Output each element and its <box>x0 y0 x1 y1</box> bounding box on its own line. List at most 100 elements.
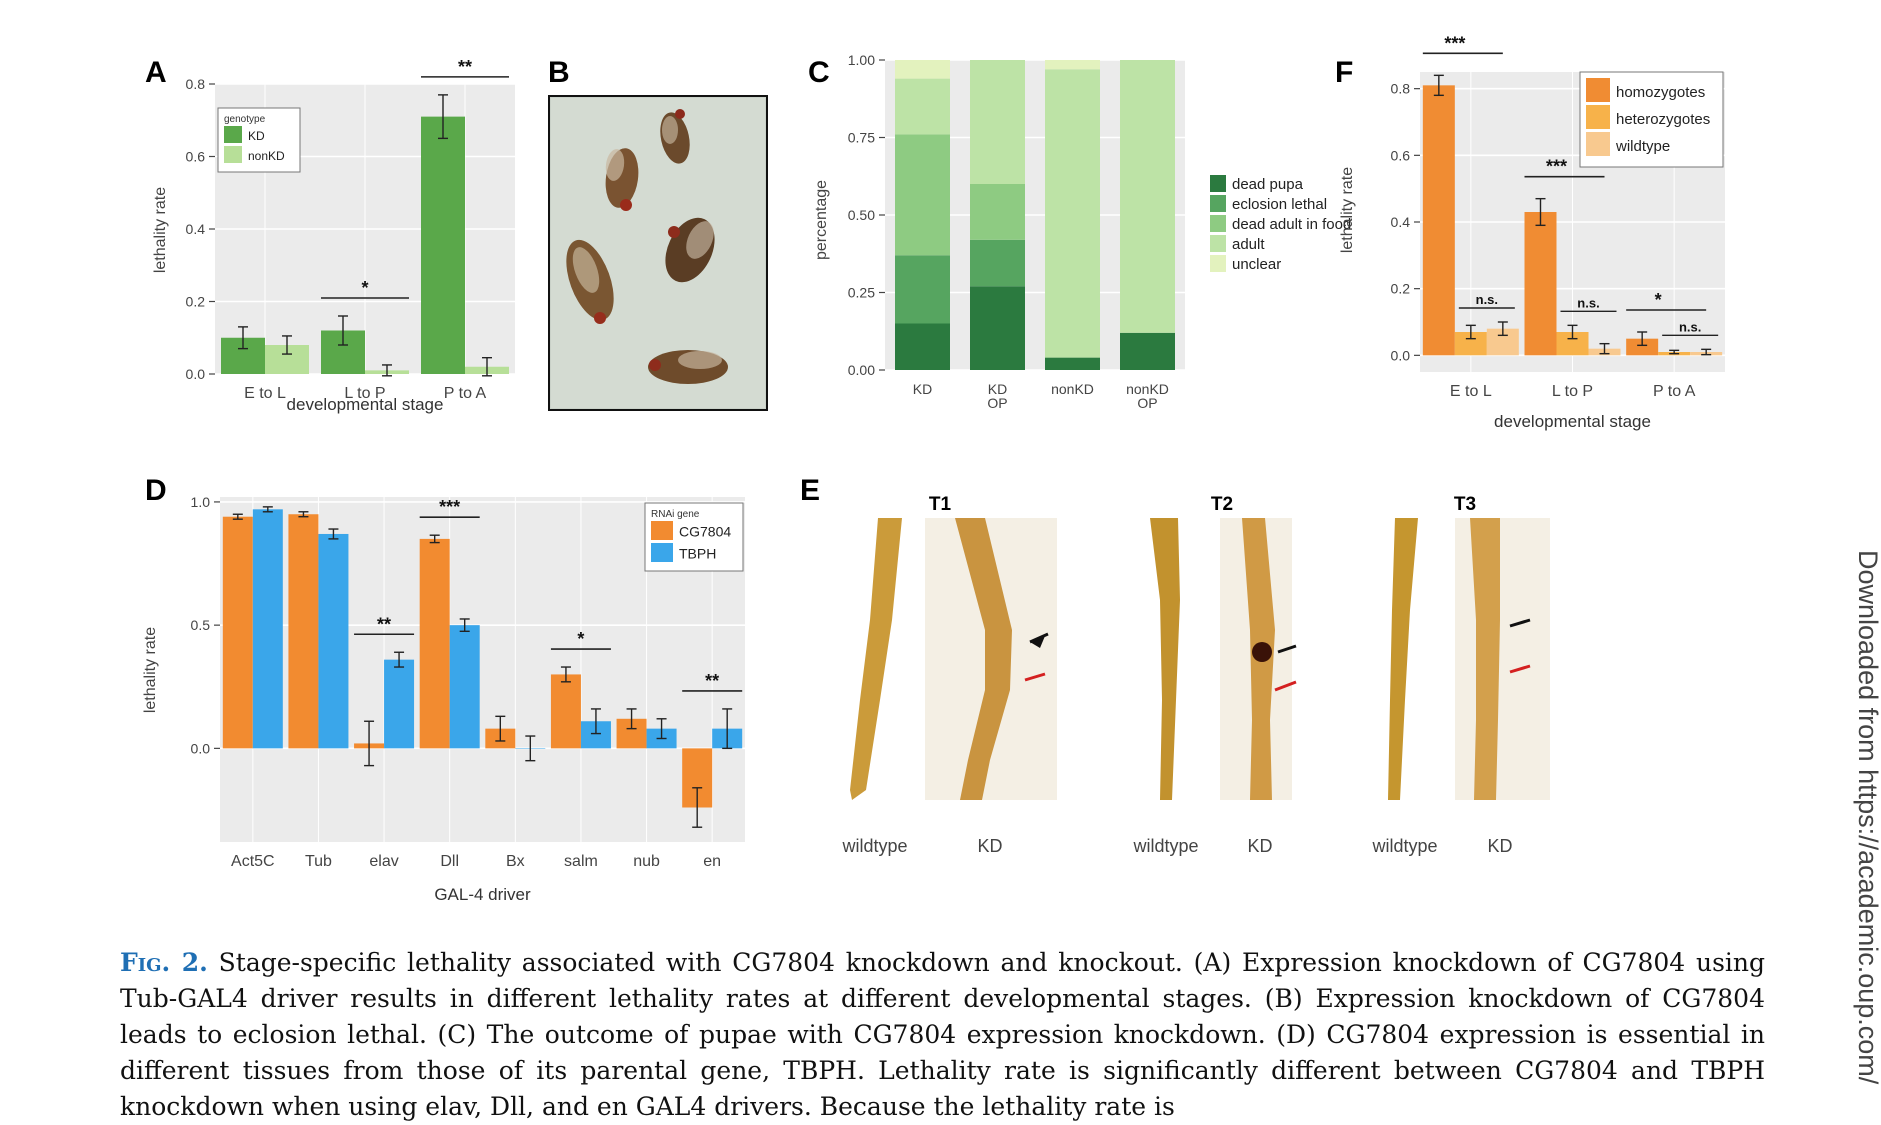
leg-t1-kd <box>955 518 1012 800</box>
bar-homozygotes <box>1524 212 1557 356</box>
significance-label: ** <box>458 57 472 77</box>
leg-t2-wildtype <box>1150 518 1180 800</box>
stacked-segment-unclear <box>1045 60 1100 70</box>
x-tick-label: en <box>703 853 721 870</box>
leg-label-kd-t1: KD <box>977 836 1002 856</box>
x-tick-label: elav <box>369 853 398 870</box>
x-tick-label: nub <box>633 853 660 870</box>
y-tick-label: 1.00 <box>848 52 875 68</box>
legend-label: homozygotes <box>1616 84 1705 101</box>
caption-text: Stage-specific lethality associated with… <box>120 948 1766 1121</box>
significance-label: *** <box>439 497 460 517</box>
x-tick-label: P to A <box>444 385 487 402</box>
legend-swatch <box>224 146 242 163</box>
legend-swatch <box>1210 175 1226 192</box>
stacked-segment-adult <box>1045 69 1100 358</box>
significance-label: *** <box>1546 157 1567 177</box>
x-tick-label-line: KD <box>988 381 1007 397</box>
leg-label-wildtype-t1: wildtype <box>841 836 907 856</box>
leg-t1-wildtype <box>850 518 902 800</box>
stacked-segment-unclear <box>895 60 950 79</box>
legend-label: dead pupa <box>1232 176 1304 193</box>
leg-t2-lesion <box>1252 642 1272 662</box>
panel-label-b: B <box>548 56 570 89</box>
bar-tbph <box>449 625 480 749</box>
chart-panel-a: 0.0 0.2 0.4 0.6 0.8 E to L L to P * P to A ** leth… <box>152 57 515 414</box>
bar-cg7804 <box>288 514 319 749</box>
fly-image-5 <box>648 350 728 384</box>
legend-swatch <box>1210 235 1226 252</box>
leg-column-t1: T1 <box>929 494 952 515</box>
legend-label: CG7804 <box>679 523 731 539</box>
x-tick-label-line: nonKD <box>1051 381 1094 397</box>
x-axis-title: developmental stage <box>287 395 444 414</box>
x-tick-label: Act5C <box>231 853 275 870</box>
y-tick-label: 0.5 <box>191 617 211 633</box>
legend-label: heterozygotes <box>1616 111 1710 128</box>
y-tick-label: 0.75 <box>848 130 875 146</box>
panel-label-a: A <box>145 56 167 89</box>
legend-label: dead adult in food <box>1232 216 1351 233</box>
x-axis-title: GAL-4 driver <box>434 885 531 904</box>
y-tick-label: 0.6 <box>186 149 206 165</box>
significance-label: * <box>1655 290 1662 310</box>
bar-tbph <box>384 659 415 749</box>
legend-swatch <box>224 126 242 143</box>
significance-label: ** <box>705 671 719 691</box>
black-arrow-icon <box>1030 636 1045 648</box>
download-side-note: Downloaded from https://academic.oup.com… <box>1853 550 1881 1085</box>
bar-homozygotes <box>1626 338 1659 356</box>
legend-label: wildtype <box>1615 138 1670 155</box>
stacked-segment-eclosion-lethal <box>895 255 950 324</box>
leg-t3-kd <box>1470 518 1500 800</box>
legend-label: eclosion lethal <box>1232 196 1327 213</box>
legend-title: genotype <box>224 114 266 125</box>
chart-panel-f: 0.0 0.2 0.4 0.6 0.8 E to L *** n.s. L to P *** n.s… <box>1339 33 1725 431</box>
red-arrow-icon <box>1274 680 1297 692</box>
bar-homozygotes <box>1422 85 1455 356</box>
y-axis-title: lethality rate <box>152 187 169 273</box>
leg-label-wildtype-t3: wildtype <box>1371 836 1437 856</box>
y-axis-title: lethality rate <box>1339 167 1356 253</box>
black-arrow-icon <box>1509 618 1531 628</box>
y-tick-label: 0.25 <box>848 285 875 301</box>
legend-swatch <box>651 543 673 562</box>
chart-panel-d: 0.0 0.5 1.0 Act5C Tub elav ** Dll *** Bx salm * nub e… <box>142 494 745 904</box>
leg-column-t3: T3 <box>1454 494 1476 515</box>
x-tick-label: Tub <box>305 853 332 870</box>
x-tick-label-line: OP <box>1137 395 1157 411</box>
caption-figure-label: Fig. 2. <box>120 948 208 977</box>
fly-image-4 <box>566 239 614 324</box>
significance-label: * <box>577 629 584 649</box>
y-tick-label: 1.0 <box>191 494 211 510</box>
x-tick-label: nonKD <box>1051 381 1094 397</box>
x-tick-label: Dll <box>440 853 459 870</box>
x-tick-label: P to A <box>1653 383 1696 400</box>
significance-label: ** <box>377 614 391 634</box>
significance-label: * <box>361 278 368 298</box>
fly-image-1 <box>605 148 639 211</box>
y-tick-label: 0.00 <box>848 362 875 378</box>
legend-swatch <box>1586 78 1610 102</box>
y-tick-label: 0.0 <box>1391 347 1411 363</box>
legend-label: KD <box>248 129 265 143</box>
leg-label-kd-t2: KD <box>1247 836 1272 856</box>
x-tick-label-line: KD <box>913 381 932 397</box>
red-arrow-icon <box>1509 664 1531 674</box>
legend-swatch <box>1586 132 1610 156</box>
legend-title: RNAi gene <box>651 509 700 520</box>
y-tick-label: 0.6 <box>1391 147 1411 163</box>
x-tick-label: E to L <box>244 385 286 402</box>
y-tick-label: 0.8 <box>1391 81 1411 97</box>
stacked-segment-dead-adult-in-food <box>970 184 1025 240</box>
figure-caption: Fig. 2. Stage-specific lethality associa… <box>120 945 1765 1125</box>
legend-label: adult <box>1232 236 1265 253</box>
leg-column-t2: T2 <box>1211 494 1233 515</box>
x-tick-label: L to P <box>1552 383 1593 400</box>
stacked-segment-dead-pupa <box>895 323 950 370</box>
figure-canvas: A B C F D E 0.0 0.2 0.4 0.6 0.8 E to L L to P *… <box>142 33 1725 904</box>
panel-label-f: F <box>1335 56 1353 89</box>
significance-label: n.s. <box>1577 295 1599 310</box>
x-tick-label-line: OP <box>987 395 1007 411</box>
leg-images-panel-e: T1 T2 T3 wildtype KD wildtype KD wildtyp… <box>841 494 1550 856</box>
